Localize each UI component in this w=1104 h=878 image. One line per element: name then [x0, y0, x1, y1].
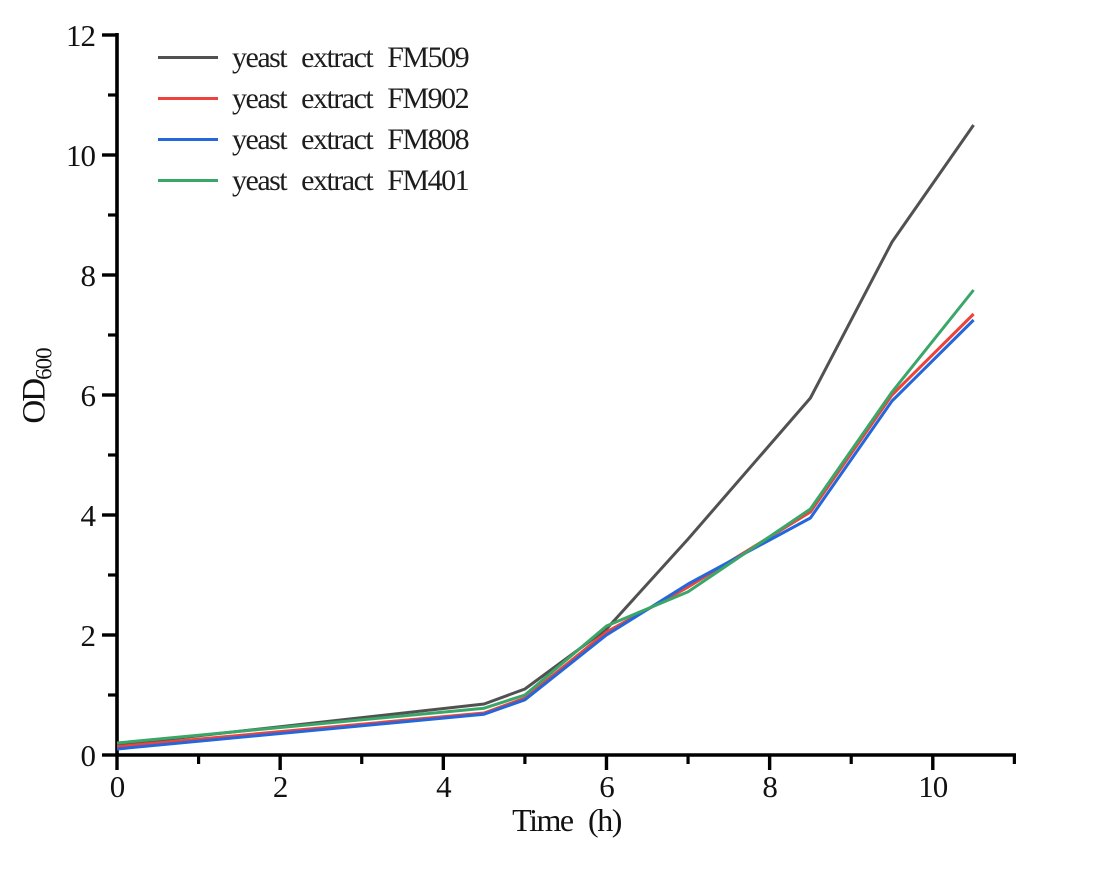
x-axis-label: Time (h): [512, 802, 622, 838]
legend-label: yeast extract FM808: [232, 122, 470, 156]
legend-label: yeast extract FM401: [232, 163, 470, 197]
x-tick-label: 2: [273, 769, 288, 804]
y-tick-label: 8: [81, 258, 96, 293]
legend-item-FM902: yeast extract FM902: [158, 78, 470, 119]
y-tick-label: 0: [81, 738, 96, 773]
legend-line-swatch: [158, 178, 218, 183]
series-line-FM509: [116, 124, 975, 747]
series-line-FM808: [116, 318, 975, 751]
x-tick-label: 8: [762, 769, 777, 804]
legend-item-FM509: yeast extract FM509: [158, 37, 470, 78]
legend-item-FM401: yeast extract FM401: [158, 160, 470, 201]
y-tick-label: 6: [81, 378, 96, 413]
y-tick-label: 12: [66, 18, 95, 53]
legend-item-FM808: yeast extract FM808: [158, 119, 470, 160]
x-tick-label: 4: [436, 769, 452, 804]
legend-label: yeast extract FM509: [232, 40, 470, 74]
x-tick-label: 10: [918, 769, 948, 804]
y-tick-label: 4: [81, 498, 97, 533]
legend-line-swatch: [158, 137, 218, 142]
y-axis-label-main: OD: [16, 379, 53, 424]
x-tick-label: 6: [599, 769, 614, 804]
y-axis-label-subscript: 600: [31, 348, 57, 380]
legend-line-swatch: [158, 96, 218, 101]
legend: yeast extract FM509 yeast extract FM902 ye…: [158, 37, 470, 201]
y-tick-label: 2: [81, 618, 96, 653]
y-axis-label: OD600: [17, 348, 58, 423]
legend-label: yeast extract FM902: [232, 81, 470, 115]
x-tick-label: 0: [110, 769, 125, 804]
legend-line-swatch: [158, 55, 218, 60]
series-line-FM401: [116, 289, 975, 745]
y-tick-label: 10: [66, 138, 96, 173]
